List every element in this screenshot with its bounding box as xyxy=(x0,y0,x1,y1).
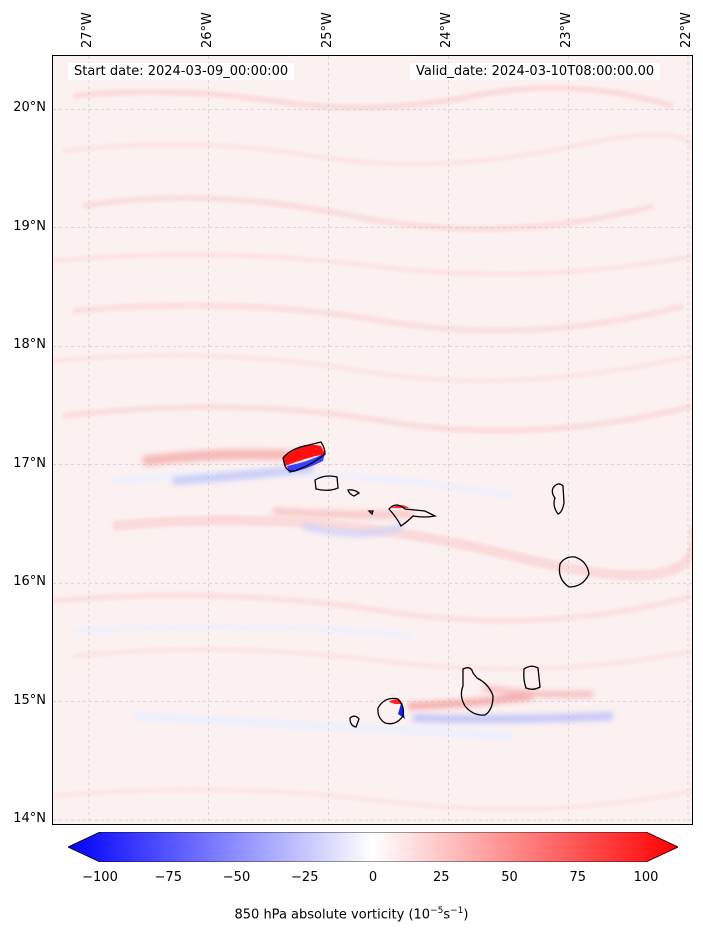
vorticity-field-streaks xyxy=(53,85,692,812)
island-outlines xyxy=(282,441,590,728)
longitude-label: 25°W xyxy=(319,12,335,48)
colorbar-tick-label: 75 xyxy=(569,870,587,885)
longitude-label: 22°W xyxy=(679,12,694,48)
island-boa-vista xyxy=(558,556,590,588)
longitude-label: 23°W xyxy=(559,12,575,48)
map-background xyxy=(53,56,692,824)
map-panel xyxy=(52,55,693,825)
colorbar-tick-label: −75 xyxy=(154,870,182,885)
colorbar xyxy=(67,831,679,863)
island-sao-vicente xyxy=(314,475,339,491)
colorbar-tick-label: 25 xyxy=(432,870,450,885)
longitude-label: 24°W xyxy=(439,12,455,48)
valid-date-label: Valid_date: 2024-03-10T08:00:00.00 xyxy=(410,63,661,80)
latitude-label: 18°N xyxy=(13,337,46,353)
latitude-label: 17°N xyxy=(13,455,46,471)
island-vorticity-cores xyxy=(283,444,409,719)
latitude-label: 20°N xyxy=(13,100,46,116)
colorbar-tick-label: −100 xyxy=(82,870,118,885)
colorbar-tick-label: 50 xyxy=(501,870,518,885)
wake-features xyxy=(142,449,614,724)
latitude-label: 19°N xyxy=(13,218,46,234)
island-sao-nicolau xyxy=(388,504,437,527)
colorbar-tick-label: 0 xyxy=(368,870,378,885)
island-santo-antao xyxy=(282,441,326,472)
colorbar-label: 850 hPa absolute vorticity (10−5s−1) xyxy=(234,906,469,923)
colorbar-gradient xyxy=(67,831,679,863)
island-santa-luzia xyxy=(347,489,361,497)
island-sal xyxy=(551,483,565,515)
colorbar-tick-label: −25 xyxy=(291,870,319,885)
longitude-label: 27°W xyxy=(79,12,95,48)
latitude-label: 15°N xyxy=(13,692,46,708)
island-razo xyxy=(367,510,374,516)
longitude-label: 26°W xyxy=(199,12,215,48)
island-santiago xyxy=(460,667,494,716)
colorbar-tick-label: −50 xyxy=(222,870,251,885)
latitude-label: 16°N xyxy=(13,574,46,590)
island-fogo xyxy=(377,697,405,725)
start-date-label: Start date: 2024-03-09_00:00:00 xyxy=(68,63,295,80)
vorticity-map xyxy=(53,56,692,824)
graticule-lines xyxy=(53,56,692,824)
latitude-label: 14°N xyxy=(13,811,46,827)
colorbar-tick-label: 100 xyxy=(633,870,659,885)
island-maio xyxy=(523,665,541,690)
island-brava xyxy=(349,715,360,728)
